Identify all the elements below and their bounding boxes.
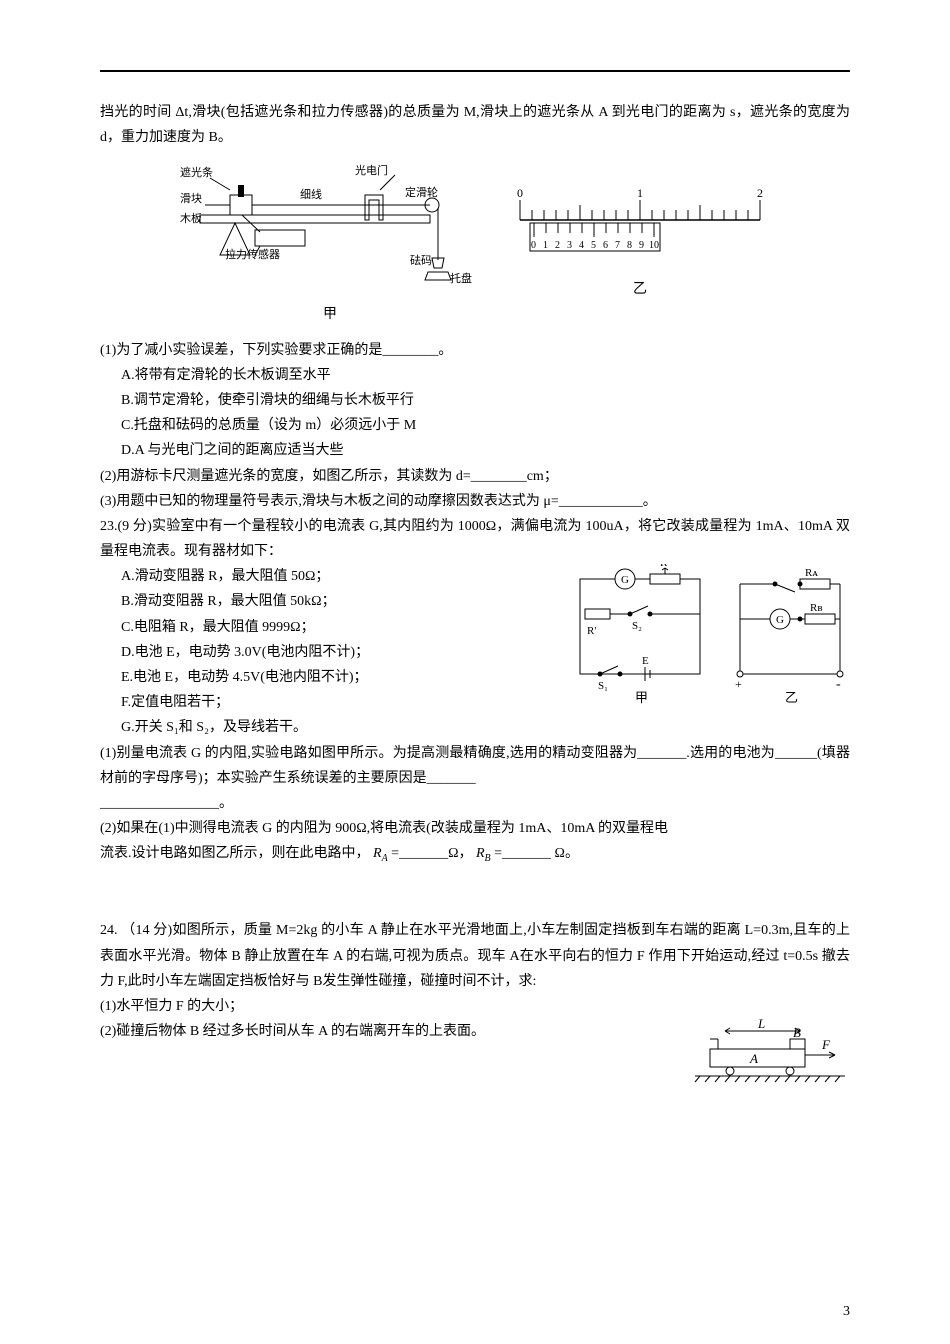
vernier-svg: 0 1 2 0 1 xyxy=(510,185,770,275)
vernier-b-6: 6 xyxy=(603,240,608,251)
circ-Rp: R' xyxy=(587,625,596,637)
label-xixian: 细线 xyxy=(300,187,322,201)
svg-text:+: + xyxy=(735,677,742,691)
p23-q2a: (2)如果在(1)中测得电流表 G 的内阻为 900Ω,将电流表(改装成量程为 … xyxy=(100,816,850,841)
label-dinghualun: 定滑轮 xyxy=(405,185,438,199)
circ-S2: S₂ xyxy=(632,620,642,632)
circ-R: R xyxy=(660,564,668,569)
q1-B: B.调节定滑轮，使牵引滑块的细绳与长木板平行 xyxy=(100,388,850,413)
label-zheguangtiao: 遮光条 xyxy=(180,165,213,179)
p23-q2b: 流表.设计电路如图乙所示，则在此电路中， RA =_______Ω， RB =_… xyxy=(100,841,850,868)
svg-text:-: - xyxy=(836,677,841,692)
vernier-b-8: 8 xyxy=(627,240,632,251)
ab-B: B xyxy=(793,1025,801,1040)
label-guangdianmen: 光电门 xyxy=(355,163,388,177)
p24-stem: 24. （14 分)如图所示，质量 M=2kg 的小车 A 静止在水平光滑地面上… xyxy=(100,918,850,994)
vernier-b-5: 5 xyxy=(591,240,596,251)
p23-q1b: _________________。 xyxy=(100,791,850,816)
circ-E: E xyxy=(642,655,649,667)
intro-text: 挡光的时间 Δt,滑块(包括遮光条和拉力传感器)的总质量为 M,滑块上的遮光条从… xyxy=(100,100,850,150)
vernier-top-2: 2 xyxy=(757,186,763,200)
ab-diagram: L A B F xyxy=(690,1019,850,1098)
ab-svg: L A B F xyxy=(690,1019,850,1089)
ab-A: A xyxy=(749,1051,758,1066)
vernier-top-0: 0 xyxy=(517,186,523,200)
q1-stem: (1)为了减小实验误差，下列实验要求正确的是________。 xyxy=(100,338,850,363)
q3-text: (3)用题中已知的物理量符号表示,滑块与木板之间的动摩擦因数表达式为 μ=___… xyxy=(100,489,850,514)
circuit-figures: G R R' S₂ S₁ xyxy=(570,564,850,713)
top-rule xyxy=(100,70,850,72)
q1-C: C.托盘和砝码的总质量（设为 m）必须远小于 M xyxy=(100,413,850,438)
label-huakuai: 滑块 xyxy=(180,192,202,205)
vernier-b-4: 4 xyxy=(579,240,584,251)
ab-F: F xyxy=(821,1037,831,1052)
apparatus-figure: 遮光条 滑块 木板 细线 光电门 定滑轮 砝码 托盘 xyxy=(180,160,480,327)
p23-q2-ra: =_______Ω， xyxy=(391,846,472,861)
RA-symbol: R xyxy=(373,846,382,861)
label-tuopan: 托盘 xyxy=(450,271,472,285)
vernier-b-3: 3 xyxy=(567,240,572,251)
RB-sub: B xyxy=(485,853,491,864)
page-number: 3 xyxy=(843,1299,850,1324)
circ-jia-label: 甲 xyxy=(635,690,648,704)
circ-S1: S₁ xyxy=(598,680,608,692)
p23-q2b-text: 流表.设计电路如图乙所示，则在此电路中， xyxy=(100,846,370,861)
vernier-b-0: 0 xyxy=(531,240,536,251)
ab-L: L xyxy=(757,1019,765,1031)
RA-sub: A xyxy=(382,853,388,864)
q1-D: D.A 与光电门之间的距离应适当大些 xyxy=(100,438,850,463)
p23-q2-rb: =_______ Ω。 xyxy=(494,846,579,861)
vernier-top-1: 1 xyxy=(637,186,643,200)
figure-row-1: 遮光条 滑块 木板 细线 光电门 定滑轮 砝码 托盘 xyxy=(100,160,850,327)
vernier-b-9: 9 xyxy=(639,240,644,251)
p23-stem: 23.(9 分)实验室中有一个量程较小的电流表 G,其内阻约为 1000Ω，满偏… xyxy=(100,514,850,564)
label-muban: 木板 xyxy=(180,211,202,225)
vernier-b-1: 1 xyxy=(543,240,548,251)
RB-symbol: R xyxy=(476,846,485,861)
circ-RB: Rʙ xyxy=(810,602,823,614)
circ-G: G xyxy=(621,574,629,586)
circ-G2: G xyxy=(776,614,784,626)
apparatus-svg: 遮光条 滑块 木板 细线 光电门 定滑轮 砝码 托盘 xyxy=(180,160,480,300)
circ-yi-label: 乙 xyxy=(785,690,798,704)
q2-text: (2)用游标卡尺测量遮光条的宽度，如图乙所示，其读数为 d=________cm… xyxy=(100,464,850,489)
vernier-b-7: 7 xyxy=(615,240,620,251)
q1-A: A.将带有定滑轮的长木板调至水平 xyxy=(100,363,850,388)
p24-q1: (1)水平恒力 F 的大小； xyxy=(100,994,850,1019)
circuit-svg: G R R' S₂ S₁ xyxy=(570,564,850,704)
label-fama: 砝码 xyxy=(410,253,432,267)
p23-q1: (1)别量电流表 G 的内阻,实验电路如图甲所示。为提高测最精确度,选用的精动变… xyxy=(100,741,850,791)
p23-G: G.开关 S₁和 S₂，及导线若干。 xyxy=(100,715,850,740)
vernier-figure: 0 1 2 0 1 xyxy=(510,185,770,302)
fig-label-jia: 甲 xyxy=(323,302,337,327)
fig-label-yi: 乙 xyxy=(633,277,647,302)
vernier-b-10: 10 xyxy=(649,240,659,251)
circ-RA: Rᴀ xyxy=(805,567,818,579)
label-lali: 拉力传感器 xyxy=(225,247,280,261)
vernier-b-2: 2 xyxy=(555,240,560,251)
